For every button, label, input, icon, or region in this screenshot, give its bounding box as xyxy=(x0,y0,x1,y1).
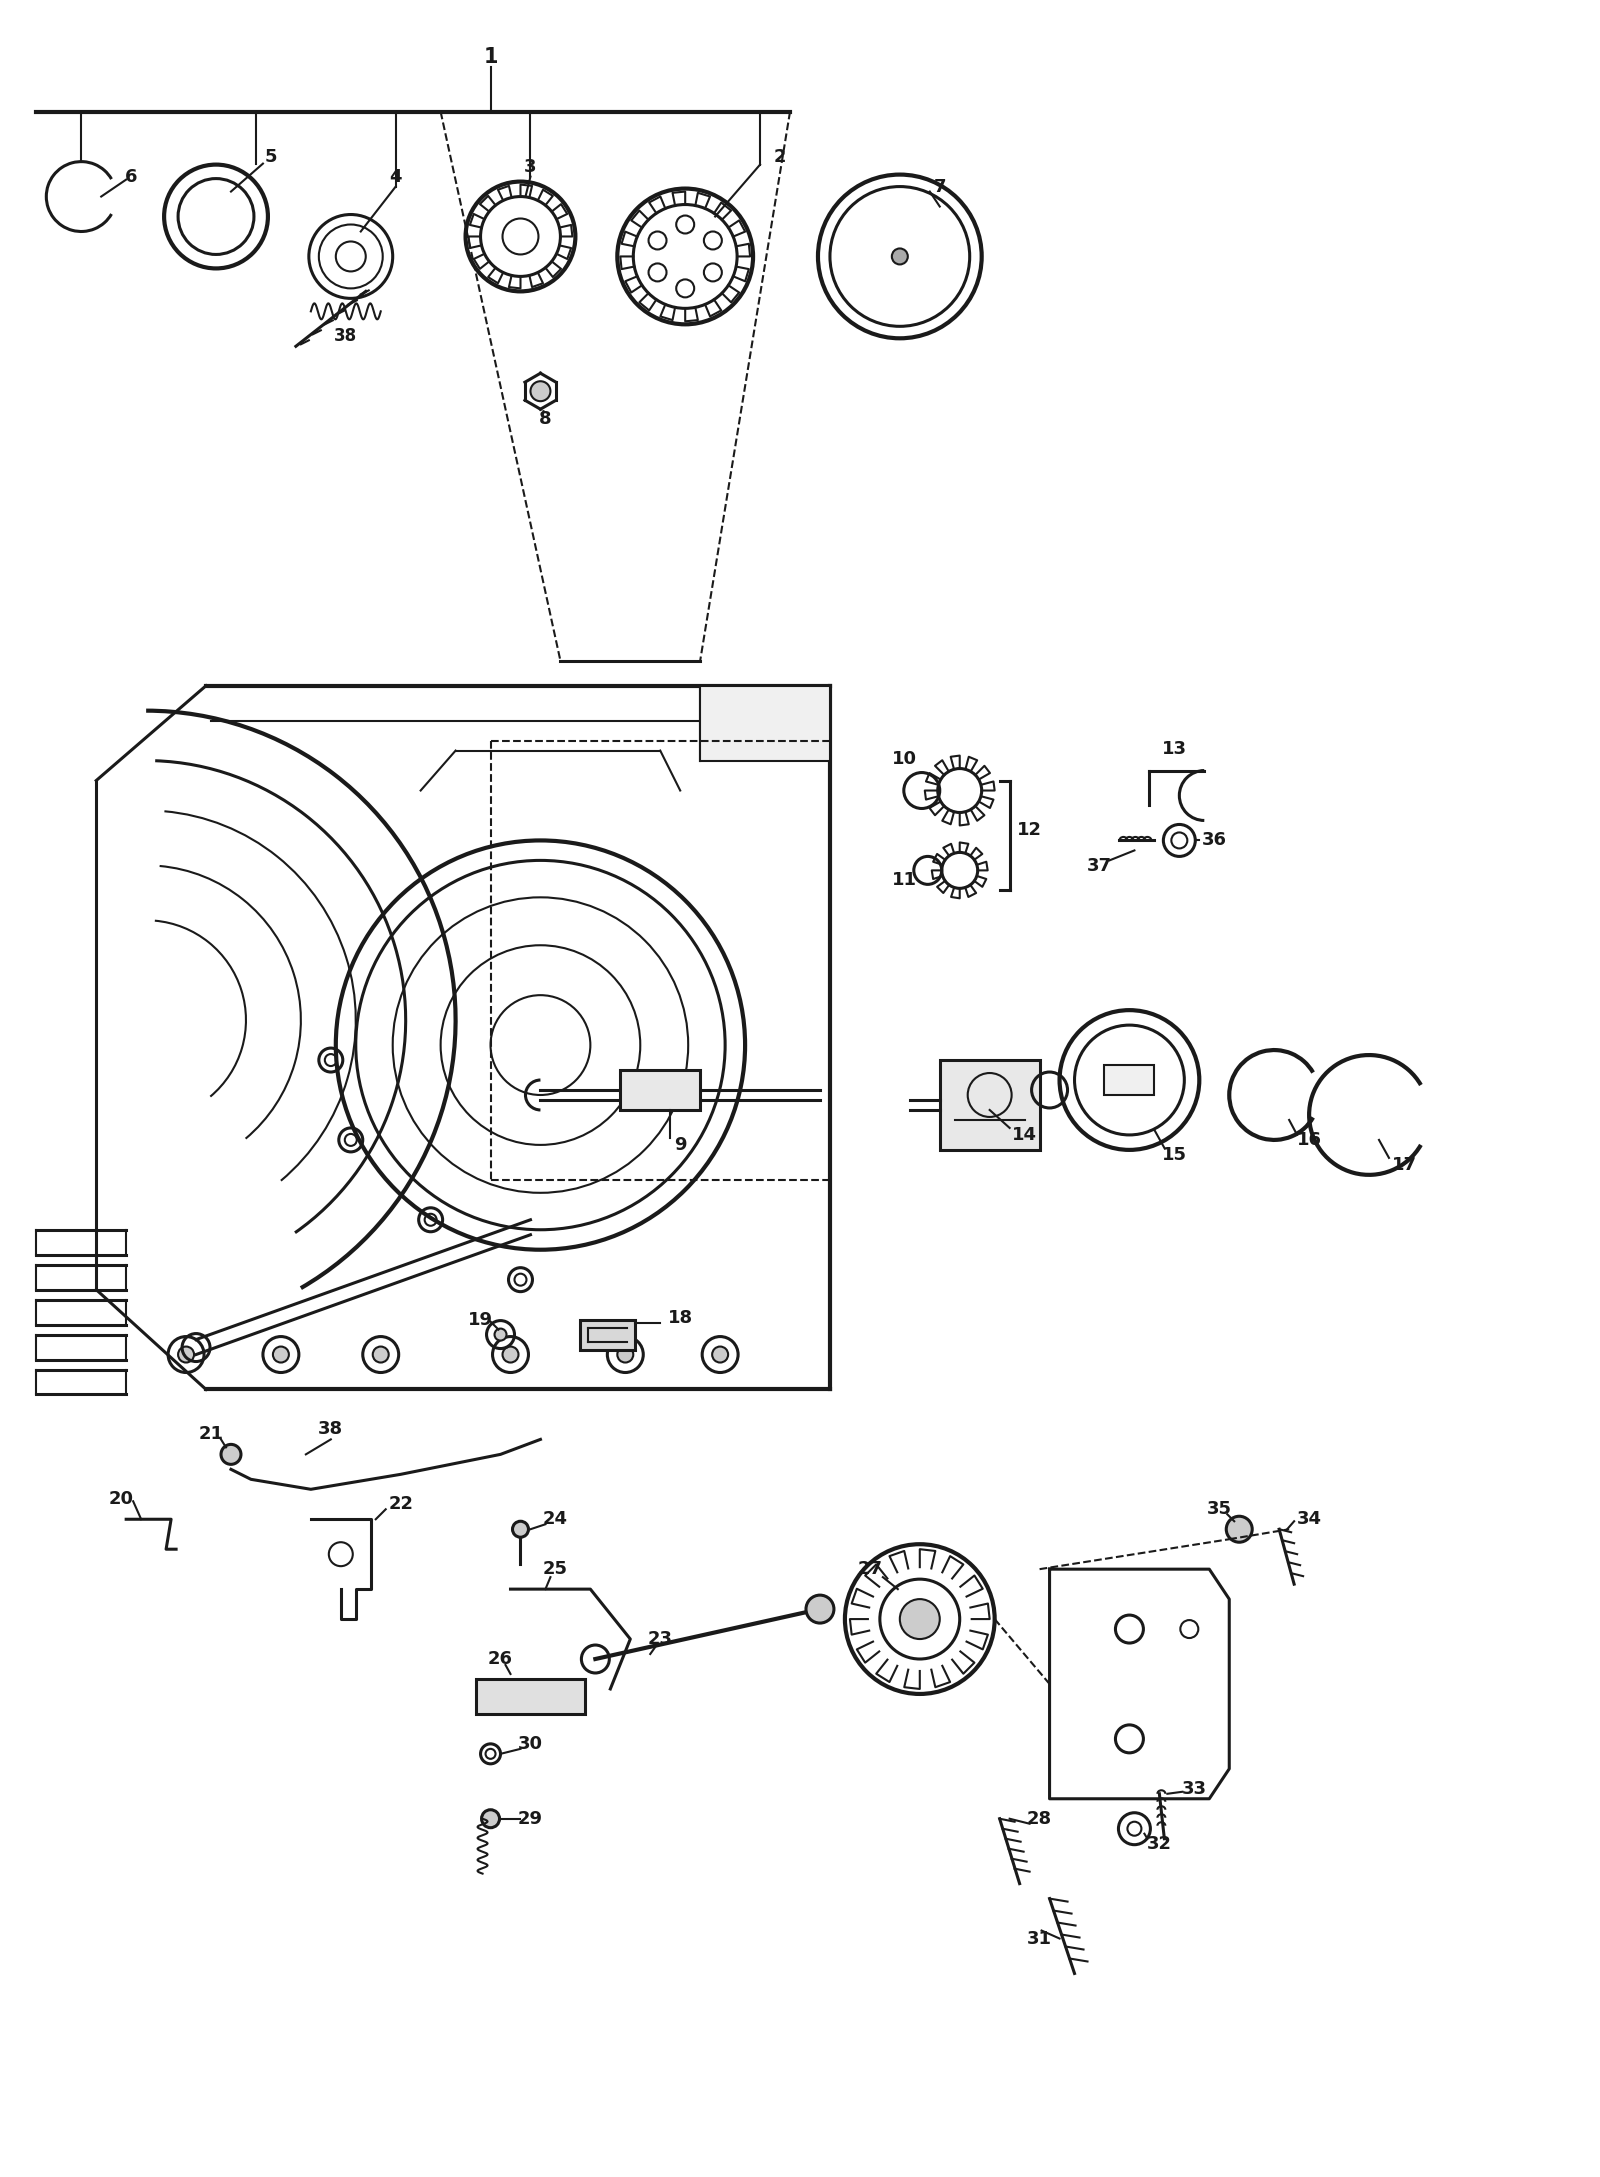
Text: 2: 2 xyxy=(774,148,786,165)
Text: 11: 11 xyxy=(893,871,917,890)
Text: 30: 30 xyxy=(518,1735,542,1752)
Circle shape xyxy=(891,248,907,263)
Circle shape xyxy=(482,1809,499,1829)
Text: 32: 32 xyxy=(1147,1835,1171,1853)
Text: 22: 22 xyxy=(389,1496,413,1513)
Circle shape xyxy=(531,381,550,401)
Text: 19: 19 xyxy=(469,1311,493,1328)
Bar xyxy=(1104,1065,1154,1095)
Text: 33: 33 xyxy=(1182,1781,1206,1798)
Text: 35: 35 xyxy=(1206,1500,1232,1517)
Circle shape xyxy=(221,1443,242,1465)
Text: 31: 31 xyxy=(1027,1929,1053,1948)
Circle shape xyxy=(502,1348,518,1363)
Text: 36: 36 xyxy=(1202,832,1227,849)
Bar xyxy=(621,1071,701,1110)
Circle shape xyxy=(178,1348,194,1363)
Circle shape xyxy=(494,1328,507,1341)
Circle shape xyxy=(899,1600,939,1639)
Text: 23: 23 xyxy=(648,1631,672,1648)
Circle shape xyxy=(274,1348,290,1363)
Circle shape xyxy=(512,1522,528,1537)
Text: 18: 18 xyxy=(667,1308,693,1326)
Text: 7: 7 xyxy=(933,179,946,196)
Bar xyxy=(701,686,830,760)
Text: 13: 13 xyxy=(1162,740,1187,758)
Text: 25: 25 xyxy=(542,1561,568,1578)
Text: 9: 9 xyxy=(674,1136,686,1154)
Text: 28: 28 xyxy=(1027,1809,1053,1829)
Bar xyxy=(939,1060,1040,1149)
Circle shape xyxy=(806,1596,834,1624)
Text: 8: 8 xyxy=(539,409,552,429)
Circle shape xyxy=(618,1348,634,1363)
Text: 12: 12 xyxy=(1018,821,1042,840)
Text: 4: 4 xyxy=(389,168,402,185)
Text: 27: 27 xyxy=(858,1561,882,1578)
Text: 24: 24 xyxy=(542,1511,568,1528)
Bar xyxy=(475,1678,586,1713)
Text: 17: 17 xyxy=(1392,1156,1416,1173)
Circle shape xyxy=(373,1348,389,1363)
Bar xyxy=(581,1319,635,1350)
Text: 29: 29 xyxy=(518,1809,542,1829)
Circle shape xyxy=(712,1348,728,1363)
Text: 16: 16 xyxy=(1296,1130,1322,1149)
Text: 1: 1 xyxy=(483,46,498,67)
Text: 38: 38 xyxy=(334,327,357,346)
Text: 15: 15 xyxy=(1162,1145,1187,1165)
Text: 21: 21 xyxy=(198,1426,224,1443)
Text: 14: 14 xyxy=(1013,1126,1037,1143)
Circle shape xyxy=(1226,1515,1253,1541)
Text: 34: 34 xyxy=(1296,1511,1322,1528)
Text: 38: 38 xyxy=(318,1419,344,1439)
Text: 5: 5 xyxy=(264,148,277,165)
Text: 3: 3 xyxy=(525,157,536,176)
Text: 10: 10 xyxy=(893,749,917,768)
Text: 6: 6 xyxy=(125,168,138,185)
Text: 37: 37 xyxy=(1086,858,1112,875)
Text: 20: 20 xyxy=(109,1491,134,1509)
Text: 26: 26 xyxy=(488,1650,514,1668)
